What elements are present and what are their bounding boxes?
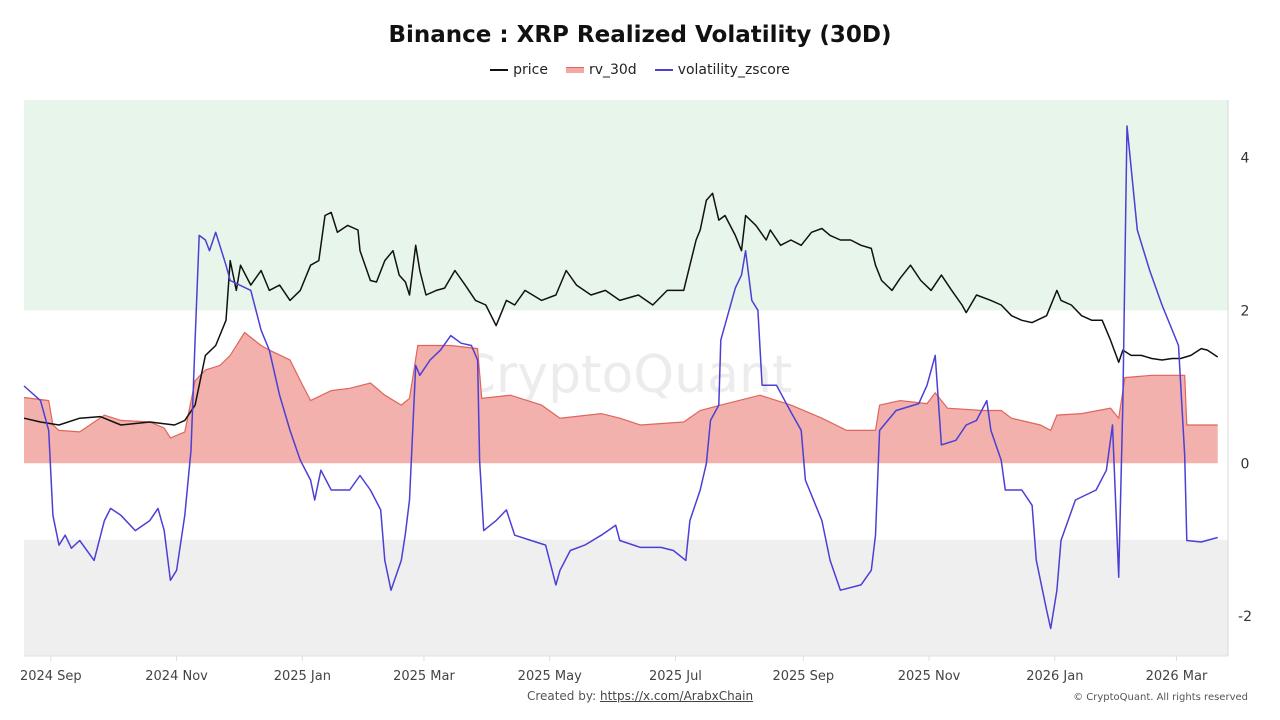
high-zone-band bbox=[24, 100, 1228, 311]
price-line bbox=[23, 192, 1219, 426]
volatility-zscore-line bbox=[23, 125, 1218, 630]
y-tick-label: 4 bbox=[1241, 150, 1250, 166]
y-tick-label: 0 bbox=[1241, 456, 1250, 472]
price-swatch-icon bbox=[490, 69, 509, 71]
x-tick-label: 2024 Nov bbox=[145, 669, 208, 684]
x-tick-label: 2025 Mar bbox=[393, 669, 455, 684]
rv-30d-line bbox=[23, 331, 1218, 439]
legend-label-price: price bbox=[513, 62, 548, 78]
copyright-text: © CryptoQuant. All rights reserved bbox=[1073, 692, 1248, 703]
y-tick-label: -2 bbox=[1238, 609, 1252, 625]
low-zone-band bbox=[24, 539, 1228, 656]
watermark: CryptoQuant bbox=[460, 345, 793, 405]
rv-30d-swatch-icon bbox=[565, 67, 584, 73]
rv-30d-area bbox=[24, 332, 1218, 464]
zscore-swatch-icon bbox=[654, 69, 673, 71]
x-tick-label: 2025 Jan bbox=[274, 669, 331, 684]
created-by-link[interactable]: https://x.com/ArabxChain bbox=[599, 689, 754, 703]
created-by-label: Created by: bbox=[526, 689, 597, 703]
y-axis-ticks: 4 2 0 -2 bbox=[1238, 150, 1252, 625]
x-tick-label: 2026 Mar bbox=[1146, 669, 1208, 684]
x-axis-ticks: 2024 Sep 2024 Nov 2025 Jan 2025 Mar 2025 May… bbox=[20, 656, 1208, 684]
legend-label-rv-30d: rv_30d bbox=[588, 62, 637, 78]
x-tick-label: 2025 May bbox=[518, 669, 582, 684]
chart-legend: price rv_30d volatility_zscore bbox=[0, 62, 1280, 78]
legend-item-price[interactable]: price bbox=[490, 62, 548, 78]
threshold-bands bbox=[24, 100, 1228, 656]
y-tick-label: 2 bbox=[1241, 303, 1250, 319]
legend-label-volatility-zscore: volatility_zscore bbox=[677, 62, 790, 78]
legend-item-rv-30d[interactable]: rv_30d bbox=[565, 62, 637, 78]
x-tick-label: 2025 Jul bbox=[649, 669, 702, 684]
x-tick-label: 2024 Sep bbox=[20, 669, 82, 684]
x-tick-label: 2025 Sep bbox=[772, 669, 834, 684]
chart-footer: Created by: https://x.com/ArabxChain bbox=[0, 689, 1280, 703]
x-tick-label: 2026 Jan bbox=[1026, 669, 1083, 684]
x-tick-label: 2025 Nov bbox=[898, 669, 961, 684]
legend-item-volatility-zscore[interactable]: volatility_zscore bbox=[654, 62, 790, 78]
chart-title: Binance : XRP Realized Volatility (30D) bbox=[388, 22, 892, 48]
